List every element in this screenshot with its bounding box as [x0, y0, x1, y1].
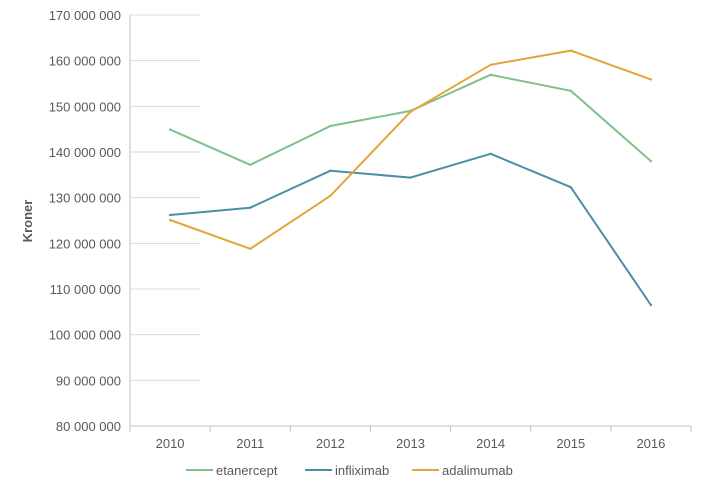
x-tick-label: 2013 — [396, 436, 425, 451]
y-tick-label: 90 000 000 — [56, 373, 121, 388]
data-point-etanercept — [489, 73, 492, 77]
data-point-adalimumab — [249, 247, 252, 251]
legend-label: adalimumab — [442, 463, 513, 478]
legend-item-infliximab: infliximab — [305, 463, 389, 478]
data-point-adalimumab — [329, 194, 332, 198]
y-tick-label: 140 000 000 — [49, 145, 121, 160]
x-tick-label: 2012 — [316, 436, 345, 451]
data-point-adalimumab — [168, 218, 172, 222]
data-point-infliximab — [168, 213, 172, 217]
y-axis-title: Kroner — [20, 200, 35, 243]
x-tick-label: 2015 — [556, 436, 585, 451]
legend-item-adalimumab: adalimumab — [412, 463, 513, 478]
y-tick-label: 150 000 000 — [49, 99, 121, 114]
legend-label: infliximab — [335, 463, 389, 478]
data-point-adalimumab — [569, 49, 572, 52]
data-point-infliximab — [249, 206, 252, 209]
series-layer — [168, 49, 653, 307]
data-point-infliximab — [329, 169, 332, 172]
x-tick-label: 2010 — [156, 436, 185, 451]
legend-item-etanercept: etanercept — [186, 463, 278, 478]
data-point-etanercept — [249, 163, 252, 166]
y-tick-label: 170 000 000 — [49, 8, 121, 23]
data-point-etanercept — [168, 128, 172, 131]
data-point-adalimumab — [409, 110, 412, 114]
data-point-adalimumab — [489, 63, 492, 66]
data-point-adalimumab — [649, 78, 653, 81]
y-axis: 80 000 000 90 000 000 100 000 000 110 000 0… — [49, 8, 200, 434]
x-axis: 2010 2011 2012 2013 2014 2015 2016 — [129, 425, 692, 451]
data-point-infliximab — [569, 185, 572, 189]
series-line-adalimumab — [169, 49, 652, 250]
y-tick-label: 80 000 000 — [56, 419, 121, 434]
y-tick-label: 130 000 000 — [49, 191, 121, 206]
y-tick-label: 120 000 000 — [49, 236, 121, 251]
y-tick-label: 160 000 000 — [49, 54, 121, 69]
y-tick-label: 100 000 000 — [49, 328, 121, 343]
legend-label: etanercept — [216, 463, 278, 478]
data-point-infliximab — [409, 176, 412, 179]
data-point-infliximab — [649, 303, 653, 307]
data-point-etanercept — [329, 124, 332, 128]
x-tick-label: 2016 — [636, 436, 665, 451]
data-point-etanercept — [569, 89, 572, 93]
legend: etanercept infliximab adalimumab — [186, 463, 513, 478]
series-line-etanercept — [169, 73, 652, 166]
x-tick-label: 2014 — [476, 436, 505, 451]
x-tick-label: 2011 — [236, 436, 264, 451]
data-point-infliximab — [489, 152, 492, 156]
data-point-etanercept — [649, 159, 653, 163]
y-tick-label: 110 000 000 — [50, 282, 121, 297]
